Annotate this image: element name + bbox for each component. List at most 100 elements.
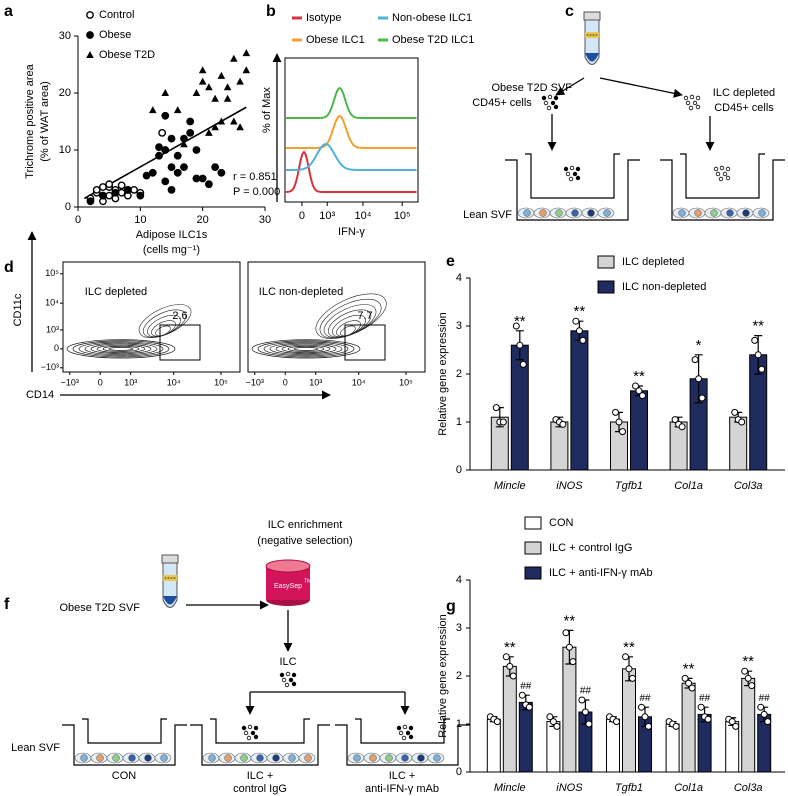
data-point bbox=[549, 718, 557, 726]
data-point bbox=[575, 327, 583, 335]
plot-frame bbox=[247, 261, 426, 373]
contour bbox=[72, 340, 170, 358]
data-point bbox=[180, 140, 188, 148]
x-tick-label: Col1a bbox=[674, 782, 703, 794]
panel-letter: f bbox=[4, 596, 10, 613]
data-point bbox=[619, 428, 626, 436]
illustration bbox=[160, 754, 168, 762]
data-point bbox=[242, 49, 251, 57]
illustration bbox=[335, 724, 470, 766]
data-point bbox=[553, 722, 561, 730]
data-point bbox=[581, 708, 589, 716]
legend-swatch bbox=[524, 516, 542, 530]
data-point bbox=[754, 351, 762, 359]
y-tick-label: 2 bbox=[456, 368, 462, 380]
data-point bbox=[691, 356, 699, 364]
illustration bbox=[240, 754, 248, 762]
y-tick-label: 0 bbox=[456, 464, 462, 476]
contour bbox=[275, 343, 337, 355]
contour bbox=[90, 343, 152, 355]
significance-label: ** bbox=[574, 303, 586, 320]
legend-label: ILC depleted bbox=[622, 256, 684, 268]
data-point bbox=[242, 66, 251, 74]
data-point bbox=[167, 185, 176, 194]
illustration bbox=[210, 718, 310, 744]
data-point bbox=[493, 718, 501, 726]
illustration bbox=[353, 754, 361, 762]
significance-label: ## bbox=[580, 686, 592, 697]
significance-label: ** bbox=[633, 368, 645, 385]
illustration bbox=[572, 171, 578, 177]
illustration bbox=[550, 100, 556, 106]
diagram-label: CD45+ cells bbox=[714, 102, 774, 114]
condition-label: control IgG bbox=[233, 783, 287, 795]
illustration bbox=[525, 153, 620, 199]
legend-label: CON bbox=[549, 517, 574, 529]
data-point bbox=[760, 710, 768, 718]
illustration bbox=[575, 175, 581, 181]
data-point bbox=[672, 722, 680, 730]
x-tick-label: Mincle bbox=[494, 782, 526, 794]
data-point bbox=[205, 83, 213, 91]
y-tick-label: −10³ bbox=[41, 362, 59, 372]
y-tick-label: 1 bbox=[456, 718, 462, 730]
illustration bbox=[683, 95, 689, 101]
gate bbox=[344, 324, 386, 361]
y-axis-label: Relative gene expression bbox=[437, 312, 449, 436]
data-point bbox=[585, 720, 593, 728]
bar bbox=[550, 421, 569, 471]
illustration bbox=[272, 754, 280, 762]
bar bbox=[622, 668, 636, 773]
histogram-curve bbox=[286, 143, 417, 171]
x-tick-label: iNOS bbox=[556, 480, 583, 492]
illustration bbox=[678, 209, 686, 217]
contour bbox=[269, 342, 343, 356]
histogram-curve bbox=[286, 114, 417, 149]
illustration bbox=[539, 209, 547, 217]
y-axis-label: (% of WAT area) bbox=[39, 81, 51, 161]
data-point bbox=[149, 106, 157, 114]
contour bbox=[102, 345, 140, 352]
y-tick-label: 1 bbox=[456, 416, 462, 428]
panel-letter: d bbox=[4, 259, 14, 276]
data-point bbox=[230, 54, 238, 62]
arrow bbox=[599, 77, 683, 98]
x-tick-label: 0 bbox=[98, 377, 103, 387]
x-tick-label: 10⁵ bbox=[214, 377, 228, 387]
illustration bbox=[265, 559, 311, 573]
legend-marker bbox=[86, 51, 94, 58]
data-point bbox=[211, 163, 220, 172]
data-point bbox=[236, 77, 244, 85]
illustration bbox=[726, 209, 734, 217]
y-axis-label: CD11c bbox=[12, 293, 24, 326]
data-point bbox=[728, 718, 736, 726]
y-tick-label: 4 bbox=[456, 272, 462, 284]
significance-label: ** bbox=[623, 639, 635, 656]
data-point bbox=[211, 94, 219, 102]
illustration bbox=[401, 754, 409, 762]
data-point bbox=[148, 168, 157, 177]
illustration bbox=[583, 11, 601, 21]
x-tick-label: Col1a bbox=[674, 480, 703, 492]
illustration bbox=[689, 94, 695, 100]
diagram-label: ILC depleted bbox=[713, 87, 775, 99]
x-tick-label: 10⁵ bbox=[399, 377, 413, 387]
x-tick-label: 10³ bbox=[309, 377, 322, 387]
data-point bbox=[198, 77, 207, 85]
data-point bbox=[741, 667, 749, 675]
y-axis-label: Relative gene expression bbox=[437, 614, 449, 738]
data-point bbox=[123, 185, 132, 194]
significance-label: * bbox=[696, 337, 702, 354]
illustration bbox=[355, 718, 450, 744]
data-point bbox=[161, 146, 170, 154]
bar bbox=[570, 330, 589, 471]
data-point bbox=[559, 420, 567, 428]
legend-label: ILC non-depleted bbox=[622, 281, 706, 293]
illustration bbox=[553, 104, 559, 110]
y-tick-label: 10 bbox=[59, 144, 71, 156]
data-point bbox=[217, 71, 226, 79]
diagram-label: Obese T2D SVF bbox=[60, 602, 141, 614]
y-tick-label: 0 bbox=[456, 766, 462, 778]
data-point bbox=[86, 197, 95, 206]
